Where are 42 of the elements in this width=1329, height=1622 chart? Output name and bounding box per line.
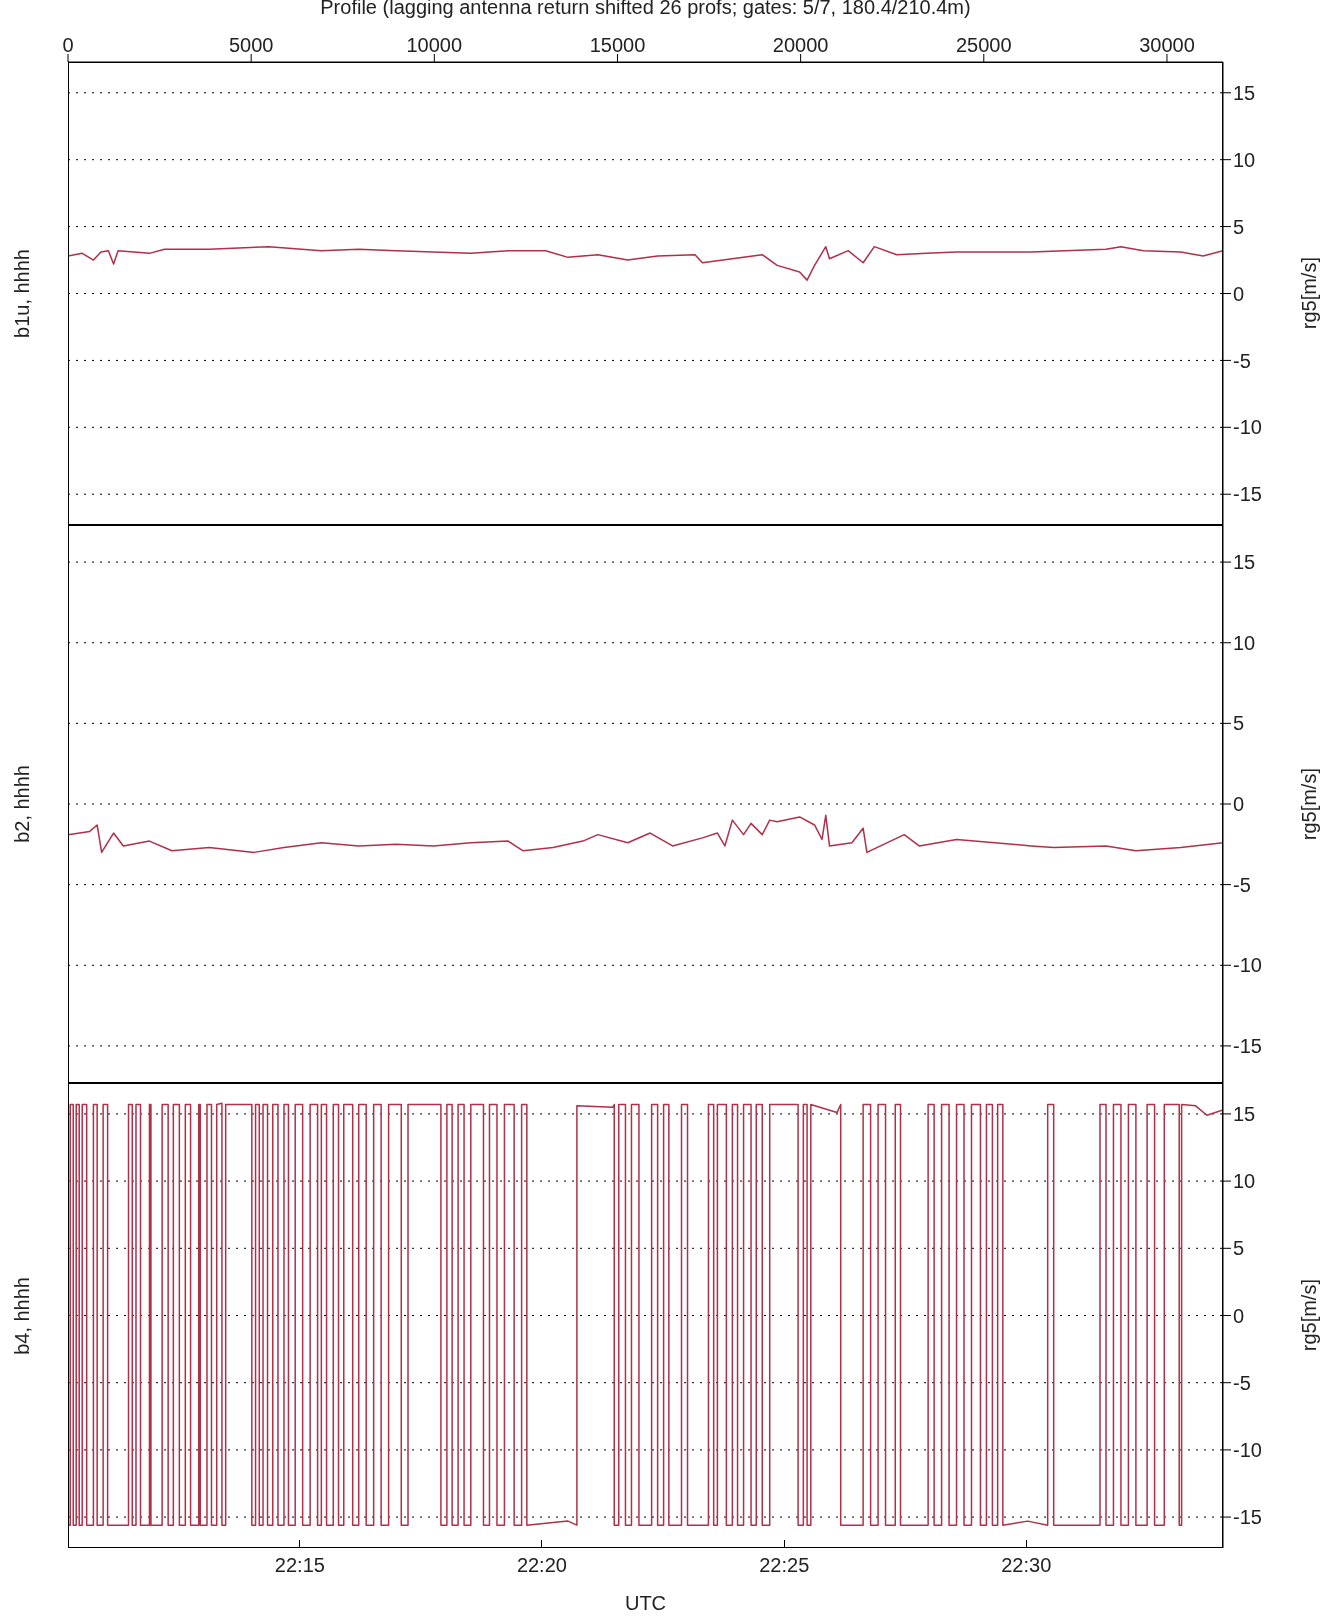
y-axis-title: rg5[m/s]: [1297, 1279, 1321, 1352]
y-tick-label: -15: [1233, 1035, 1262, 1058]
y-axis-title: rg5[m/s]: [1297, 767, 1321, 841]
y-tick-label: 15: [1233, 1103, 1256, 1126]
x2-tick-label: 22:30: [1000, 1554, 1053, 1577]
y-tick-label: -5: [1233, 1371, 1251, 1394]
text: b1u, hhhh: [10, 249, 34, 338]
y-tick-label: 15: [1233, 81, 1256, 104]
line-series: [68, 814, 1223, 854]
y-tick-label: -10: [1233, 1438, 1262, 1461]
x-tick-label: 0: [62, 34, 74, 56]
y-tick-label: 10: [1233, 631, 1256, 654]
x-tick-label: 5000: [228, 34, 274, 56]
x-tick-label: 30000: [1139, 34, 1195, 56]
x-tick-label: 10000: [406, 34, 463, 56]
text: b2, hhhh: [10, 765, 34, 843]
x-tick-label: 15000: [589, 34, 646, 56]
y-tick-label: -10: [1233, 416, 1262, 439]
x-axis-title: Profile (lagging antenna return shifted 26 profs; gates: 5/7, 180.4/210.4m): [320, 0, 971, 19]
y-tick-label: 0: [1233, 1304, 1245, 1327]
x2-tick-label: 22:25: [758, 1554, 811, 1577]
y-tick-label: 0: [1233, 282, 1245, 305]
x2-axis-title: UTC: [623, 1592, 668, 1615]
x-tick-label: 25000: [955, 34, 1012, 56]
text: b4, hhhh: [10, 1276, 34, 1355]
y-tick-label: 5: [1233, 1237, 1245, 1260]
y-tick-label: -15: [1233, 483, 1262, 506]
y-tick-label: 10: [1233, 1170, 1256, 1193]
x2-tick-label: 22:15: [273, 1554, 326, 1577]
line-series: [68, 245, 1223, 281]
y-tick-label: 10: [1233, 148, 1256, 171]
y-tick-label: -15: [1233, 1506, 1262, 1529]
y-tick-label: 0: [1233, 793, 1245, 816]
y-tick-label: -10: [1233, 954, 1262, 977]
y-tick-label: 5: [1233, 215, 1245, 238]
y-tick-label: -5: [1233, 873, 1251, 896]
x-tick-label: 20000: [772, 34, 829, 56]
y-axis-title: rg5[m/s]: [1297, 257, 1321, 330]
x2-tick-label: 22:20: [515, 1554, 568, 1577]
y-tick-label: 5: [1233, 712, 1245, 735]
y-tick-label: -5: [1233, 349, 1251, 372]
y-tick-label: 15: [1233, 551, 1256, 574]
